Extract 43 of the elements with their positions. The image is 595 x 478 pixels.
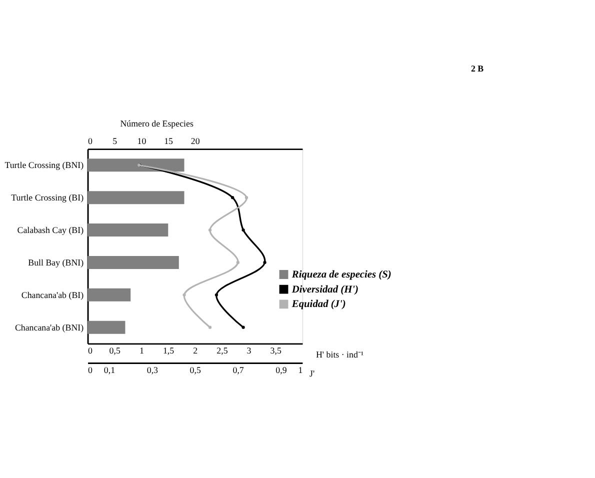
y-tick-label: Turtle Crossing (BI) bbox=[11, 192, 84, 203]
x-axis-title: H' bits · ind⁻¹ bbox=[316, 349, 364, 360]
x2-axis-title: Número de Especies bbox=[120, 118, 194, 128]
legend-label: Equidad (J') bbox=[290, 299, 346, 310]
point bbox=[242, 228, 245, 232]
x-tick-label: 1 bbox=[139, 346, 144, 356]
y-tick-label: Calabash Cay (BI) bbox=[17, 225, 84, 236]
x-tick-label: 3,5 bbox=[270, 346, 282, 356]
y-tick-label: Chancana'ab (BNI) bbox=[14, 322, 84, 332]
y-tick-label: Bull Bay (BNI) bbox=[28, 257, 84, 268]
y-tick-label: Chancana'ab (BI) bbox=[21, 290, 84, 300]
x-tick-label: 0,5 bbox=[109, 346, 121, 356]
x-axis-title: J' bbox=[310, 368, 315, 379]
point bbox=[244, 196, 248, 200]
x-tick-label: 3 bbox=[246, 346, 252, 356]
x-tick-label: 0,1 bbox=[104, 364, 116, 375]
point bbox=[263, 260, 266, 264]
x2-tick-label: 15 bbox=[164, 136, 174, 146]
x-tick-label: 1,5 bbox=[162, 346, 175, 356]
x-tick-label: 0,3 bbox=[146, 364, 159, 375]
x-tick-label: 0,5 bbox=[190, 364, 202, 375]
point bbox=[208, 326, 212, 329]
x2-tick-label: 5 bbox=[112, 136, 118, 146]
x2-tick-label: 20 bbox=[190, 136, 200, 146]
point bbox=[208, 228, 212, 232]
x2-tick-label: 10 bbox=[137, 136, 147, 146]
x-tick-label: 1 bbox=[298, 364, 303, 375]
text: 2 B bbox=[470, 64, 484, 74]
point bbox=[242, 326, 245, 329]
x-tick-label: 0,7 bbox=[232, 364, 244, 375]
point bbox=[214, 293, 218, 296]
point bbox=[182, 293, 186, 296]
x-tick-label: 2 bbox=[193, 346, 198, 356]
y-tick-label: Turtle Crossing (BNI) bbox=[4, 160, 84, 170]
legend-label: Diversidad (H') bbox=[290, 284, 358, 296]
point bbox=[230, 196, 234, 200]
x-tick-label: 0 bbox=[88, 346, 94, 356]
x-tick-label: 0,9 bbox=[276, 364, 288, 375]
x-tick-label: 0 bbox=[88, 364, 94, 375]
point bbox=[236, 260, 240, 264]
legend-label: Riqueza de especies (S) bbox=[290, 269, 392, 280]
x2-tick-label: 0 bbox=[88, 136, 94, 146]
x-tick-label: 2,5 bbox=[216, 346, 228, 356]
